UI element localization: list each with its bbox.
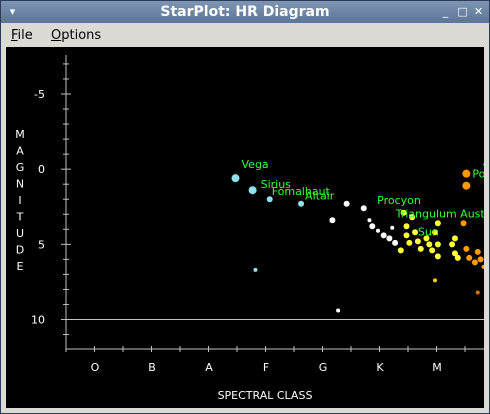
y-tick-label: 0 — [38, 163, 45, 176]
menu-options-mnemonic: O — [51, 28, 62, 43]
star-point — [376, 228, 380, 233]
star-point — [386, 235, 393, 242]
menu-file[interactable]: File — [11, 28, 33, 43]
star-point — [449, 241, 456, 248]
x-tick-label: B — [148, 361, 156, 374]
minimize-icon[interactable]: _ — [442, 5, 449, 18]
y-axis-label-letter: M — [15, 128, 25, 141]
hr-diagram-canvas[interactable]: -5 0 5 10 M A G N I T U D E O B A F G K M SPECTRAL CLASS Vega… — [6, 47, 490, 408]
maximize-icon[interactable]: □ — [457, 5, 468, 18]
y-tick-label: 5 — [38, 238, 45, 251]
star-label: Sirius — [261, 178, 292, 191]
window-menu-icon[interactable]: ▾ — [9, 5, 16, 18]
star-point — [298, 200, 305, 207]
star-label: Fomalhaut — [272, 185, 331, 198]
star-point — [248, 186, 257, 195]
star-point — [403, 232, 410, 239]
x-axis-label: SPECTRAL CLASS — [218, 389, 313, 402]
x-tick-label: O — [91, 361, 100, 374]
window-title: StarPlot: HR Diagram — [160, 4, 330, 20]
star-point — [475, 290, 480, 295]
star-point — [392, 239, 399, 246]
star-point — [462, 181, 471, 190]
star-point — [231, 174, 240, 183]
star-point — [417, 245, 424, 252]
star-point — [360, 205, 367, 212]
star-point — [434, 220, 441, 227]
star-point — [429, 247, 436, 254]
star-label: Procyon — [377, 194, 421, 207]
star-point — [426, 241, 433, 248]
star-point — [369, 223, 376, 230]
star-point — [406, 239, 413, 246]
star-point — [466, 254, 473, 261]
star-point — [343, 200, 350, 207]
star-point — [471, 259, 478, 266]
star-point — [477, 256, 484, 263]
y-tick-label: -5 — [34, 88, 45, 101]
x-tick-label: F — [263, 361, 269, 374]
star-point — [463, 245, 470, 252]
star-point — [434, 253, 441, 260]
y-axis-label-letter: E — [17, 260, 24, 273]
y-axis-label-letter: A — [16, 145, 24, 158]
menu-file-rest: ile — [17, 28, 33, 43]
star-point — [403, 223, 410, 230]
star-point — [423, 235, 430, 242]
star-point — [451, 250, 458, 257]
star-label: Sun — [418, 225, 439, 238]
star-point — [253, 267, 258, 272]
menu-bar: File Options — [1, 23, 489, 47]
star-point — [367, 218, 372, 223]
star-point — [329, 217, 336, 224]
star-point — [414, 238, 421, 245]
y-axis-label-letter: N — [16, 178, 24, 191]
star-point — [336, 308, 341, 313]
star-point — [390, 225, 395, 230]
star-label: Altair — [305, 190, 335, 203]
star-point — [433, 278, 437, 283]
menu-options[interactable]: Options — [51, 28, 101, 43]
y-axis-label-letter: G — [16, 161, 25, 174]
y-axis-label-letter: D — [16, 244, 24, 257]
x-tick-label: K — [376, 361, 384, 374]
star-point — [434, 241, 441, 248]
star-point — [266, 196, 273, 203]
star-point — [380, 232, 387, 239]
star-point — [412, 229, 419, 236]
star-label: Triangulum Australis — [395, 207, 484, 220]
y-axis-label-letter: U — [16, 227, 24, 240]
x-tick-label: A — [205, 361, 213, 374]
star-point — [397, 247, 404, 254]
star-label: Vega — [242, 158, 269, 171]
star-point — [454, 254, 461, 261]
star-point — [451, 235, 458, 242]
star-point — [409, 214, 416, 221]
star-point — [462, 169, 471, 178]
star-point — [474, 248, 481, 255]
close-icon[interactable]: ✕ — [473, 5, 484, 18]
menu-file-mnemonic: F — [11, 28, 18, 43]
star-point — [432, 229, 438, 236]
menu-options-rest: ptions — [61, 28, 102, 43]
x-tick-label: G — [319, 361, 328, 374]
star-point — [460, 220, 467, 227]
star-label: Pollux — [472, 168, 484, 181]
x-tick-label: M — [432, 361, 442, 374]
y-axis-label-letter: I — [18, 194, 21, 207]
star-point — [400, 209, 407, 216]
star-point — [481, 264, 486, 269]
y-axis-label-letter: T — [16, 211, 24, 224]
y-tick-label: 10 — [31, 314, 45, 327]
title-bar[interactable]: ▾ StarPlot: HR Diagram _ □ ✕ — [1, 1, 489, 23]
